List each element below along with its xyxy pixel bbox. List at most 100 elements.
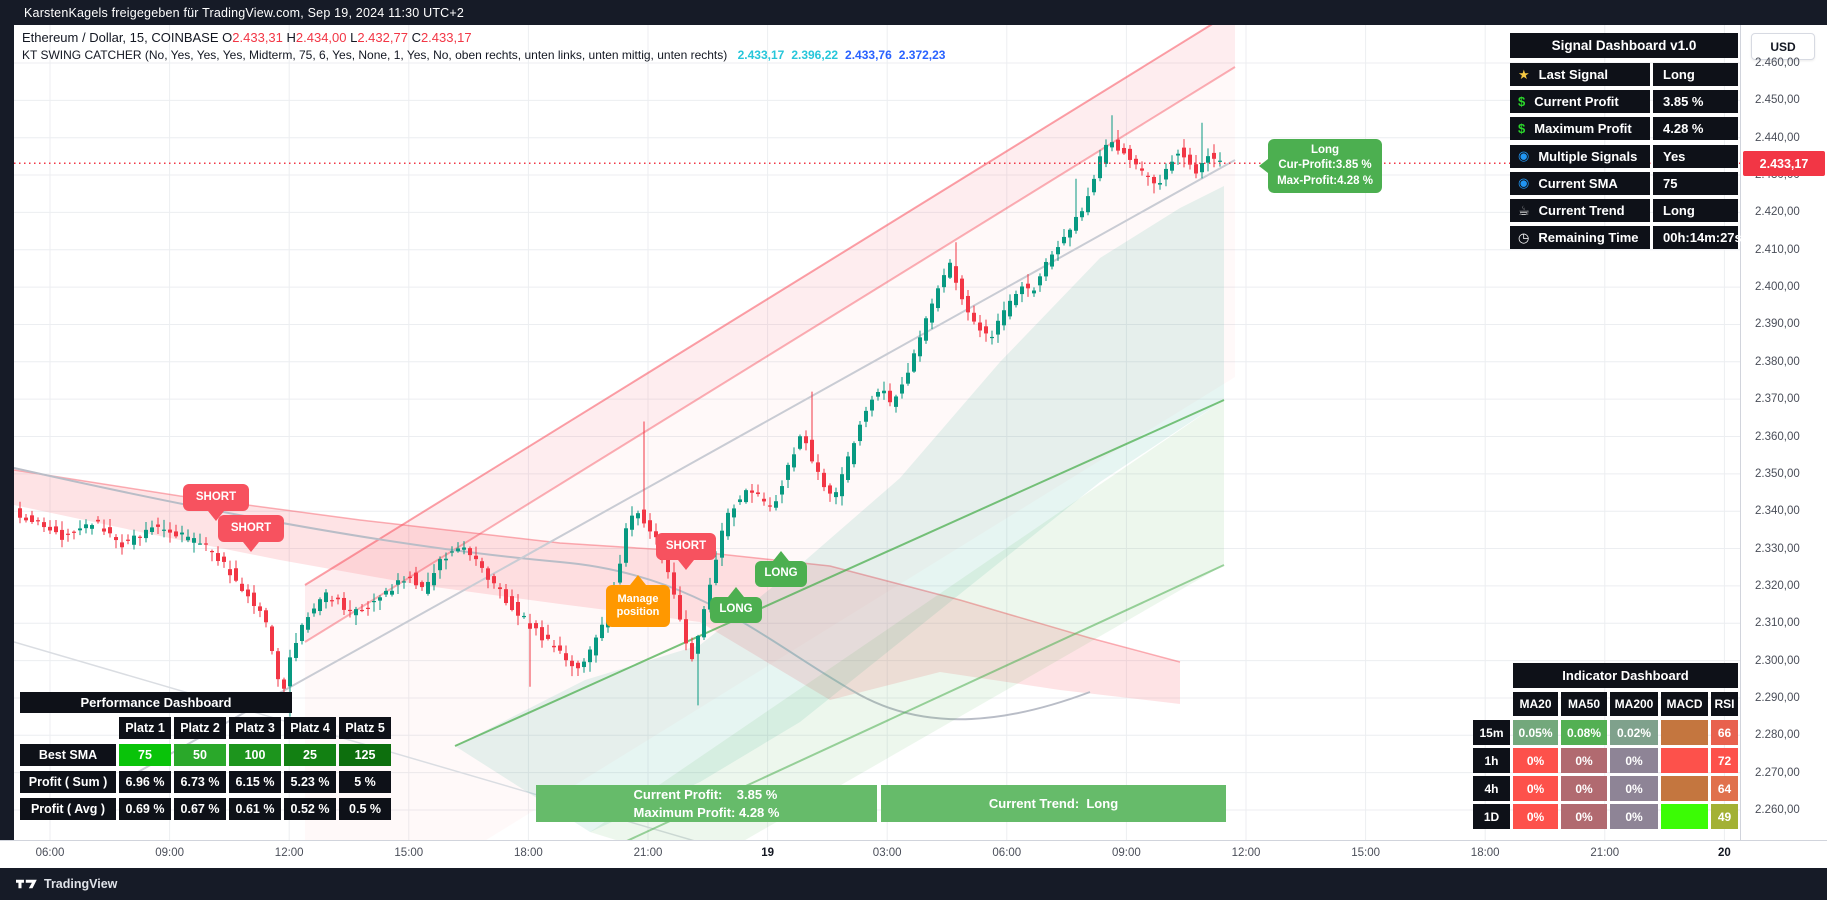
price-tick-label: 2.440,00 xyxy=(1755,131,1800,144)
price-tick-label: 2.420,00 xyxy=(1755,206,1800,219)
indicator-cell: 64 xyxy=(1711,776,1738,801)
indicator-cell: 0% xyxy=(1610,776,1658,801)
price-tick-label: 2.410,00 xyxy=(1755,243,1800,256)
long-profit-tooltip: Long Cur-Profit:3.85 % Max-Profit:4.28 % xyxy=(1259,139,1382,193)
ohlc-label: L xyxy=(346,30,358,45)
indicator-cell: 0% xyxy=(1561,776,1607,801)
time-tick-label: 12:00 xyxy=(274,847,304,859)
performance-cell: 5 % xyxy=(339,771,391,793)
ohlc-value: 2.433,17 xyxy=(420,30,472,45)
indicator-cell: 0.02% xyxy=(1610,720,1658,745)
indicator-value: 2.396,22 xyxy=(791,48,839,62)
ohlc-label: H xyxy=(282,30,296,45)
signal-row-value: Yes xyxy=(1653,144,1738,168)
channel-overlays xyxy=(14,25,1236,840)
indicator-cell: 0% xyxy=(1513,804,1558,829)
time-tick-label: 06:00 xyxy=(992,847,1022,859)
indicator-cell: 0% xyxy=(1561,748,1607,773)
signal-row-value: 4.28 % xyxy=(1653,117,1738,141)
performance-cell: 25 xyxy=(284,744,336,766)
marker-tail xyxy=(208,511,224,521)
indicator-name[interactable]: KT SWING CATCHER (No, Yes, Yes, Yes, Mid… xyxy=(22,48,728,62)
time-tick-label: 06:00 xyxy=(35,847,65,859)
price-axis[interactable]: USD 2.460,002.450,002.440,002.430,002.42… xyxy=(1740,25,1827,840)
tooltip-line: Cur-Profit:3.85 % xyxy=(1278,159,1372,172)
tradingview-logo-icon[interactable] xyxy=(16,877,38,891)
price-tick-label: 2.320,00 xyxy=(1755,579,1800,592)
signal-row-label: ★ Last Signal xyxy=(1510,63,1650,86)
indicator-col-header: RSI xyxy=(1711,692,1738,716)
blue-dot-icon: ◉ xyxy=(1518,175,1530,191)
price-tick-label: 2.400,00 xyxy=(1755,281,1800,294)
status-banner: Current Trend: Long xyxy=(881,785,1226,822)
signal-dashboard-title: Signal Dashboard v1.0 xyxy=(1510,33,1738,58)
indicator-row-label: 1D xyxy=(1473,804,1510,829)
price-tick-label: 2.280,00 xyxy=(1755,729,1800,742)
indicator-value: 2.433,76 xyxy=(845,48,892,62)
price-tick-label: 2.330,00 xyxy=(1755,542,1800,555)
signal-row-value: Long xyxy=(1653,63,1738,86)
performance-col-header: Platz 3 xyxy=(229,717,281,739)
ohlc-value: 2.434,00 xyxy=(295,30,347,45)
indicator-col-header: MA50 xyxy=(1561,692,1607,716)
short-signal-label: SHORT xyxy=(218,515,284,552)
time-axis[interactable]: 06:00 09:00 12:00 15:00 18:00 21:00 19 03:00 06:… xyxy=(0,840,1827,869)
performance-cell: 5.23 % xyxy=(284,771,336,793)
indicator-cell: 66 xyxy=(1711,720,1738,745)
signal-row-value: 3.85 % xyxy=(1653,90,1738,114)
price-tick-label: 2.380,00 xyxy=(1755,355,1800,368)
signal-row-value: 00h:14m:27s xyxy=(1653,226,1742,250)
indicator-cell: 0.05% xyxy=(1513,720,1558,745)
performance-cell: 0.52 % xyxy=(284,798,336,820)
performance-row-label: Profit ( Sum ) xyxy=(20,771,116,793)
price-tick-label: 2.310,00 xyxy=(1755,617,1800,630)
performance-dashboard-title: Performance Dashboard xyxy=(20,692,292,713)
price-tick-label: 2.460,00 xyxy=(1755,57,1800,69)
indicator-value: 2.372,23 xyxy=(898,48,946,62)
performance-col-header: Platz 2 xyxy=(174,717,226,739)
marker-tail xyxy=(630,575,646,585)
indicator-title-line[interactable]: KT SWING CATCHER (No, Yes, Yes, Yes, Mid… xyxy=(22,48,945,62)
performance-cell: 0.61 % xyxy=(229,798,281,820)
signal-row-label: ◉ Current SMA xyxy=(1510,171,1650,195)
indicator-cell: 72 xyxy=(1711,748,1738,773)
price-tick-label: 2.390,00 xyxy=(1755,318,1800,331)
time-tick-label: 03:00 xyxy=(872,847,902,859)
indicator-cell: 0% xyxy=(1561,804,1607,829)
performance-cell: 75 xyxy=(119,744,171,766)
performance-cell: 125 xyxy=(339,744,391,766)
indicator-cell: 0% xyxy=(1610,748,1658,773)
performance-col-header: Platz 1 xyxy=(119,717,171,739)
ohlc-label: O xyxy=(222,30,233,45)
price-tick-label: 2.300,00 xyxy=(1755,654,1800,667)
indicator-cell xyxy=(1661,720,1708,745)
signal-row-label: ☕ Current Trend xyxy=(1510,199,1650,222)
performance-cell: 6.73 % xyxy=(174,771,226,793)
short-signal-label: SHORT xyxy=(656,533,716,570)
performance-cell: 100 xyxy=(229,744,281,766)
dollar-icon: $ xyxy=(1518,121,1526,137)
blue-dot-icon: ◉ xyxy=(1518,148,1530,164)
time-tick-label: 18:00 xyxy=(514,847,543,859)
performance-col-header: Platz 5 xyxy=(339,717,391,739)
symbol-title[interactable]: Ethereum / Dollar, 15, COINBASE xyxy=(22,30,219,45)
signal-row-value: 75 xyxy=(1653,171,1738,195)
clock-icon: ◷ xyxy=(1518,229,1530,245)
indicator-cell xyxy=(1661,748,1708,773)
performance-cell: 50 xyxy=(174,744,226,766)
currency-toggle-button[interactable]: USD xyxy=(1751,33,1815,60)
short-signal-label: SHORT xyxy=(183,484,249,521)
price-tick-label: 2.360,00 xyxy=(1755,430,1800,443)
time-tick-label: 09:00 xyxy=(1112,847,1141,859)
indicator-row-label: 1h xyxy=(1473,748,1510,773)
indicator-cell: 0.08% xyxy=(1561,720,1607,745)
indicator-col-header: MA200 xyxy=(1610,692,1658,716)
indicator-dashboard-title: Indicator Dashboard xyxy=(1513,663,1738,688)
tradingview-logo-text[interactable]: TradingView xyxy=(44,877,118,891)
price-tick-label: 2.290,00 xyxy=(1755,691,1800,704)
signal-row-label: ◉ Multiple Signals xyxy=(1510,144,1650,168)
symbol-ohlc-line[interactable]: Ethereum / Dollar, 15, COINBASE O2.433,3… xyxy=(22,30,472,45)
time-tick-label: 12:00 xyxy=(1231,847,1261,859)
performance-cell: 6.15 % xyxy=(229,771,281,793)
